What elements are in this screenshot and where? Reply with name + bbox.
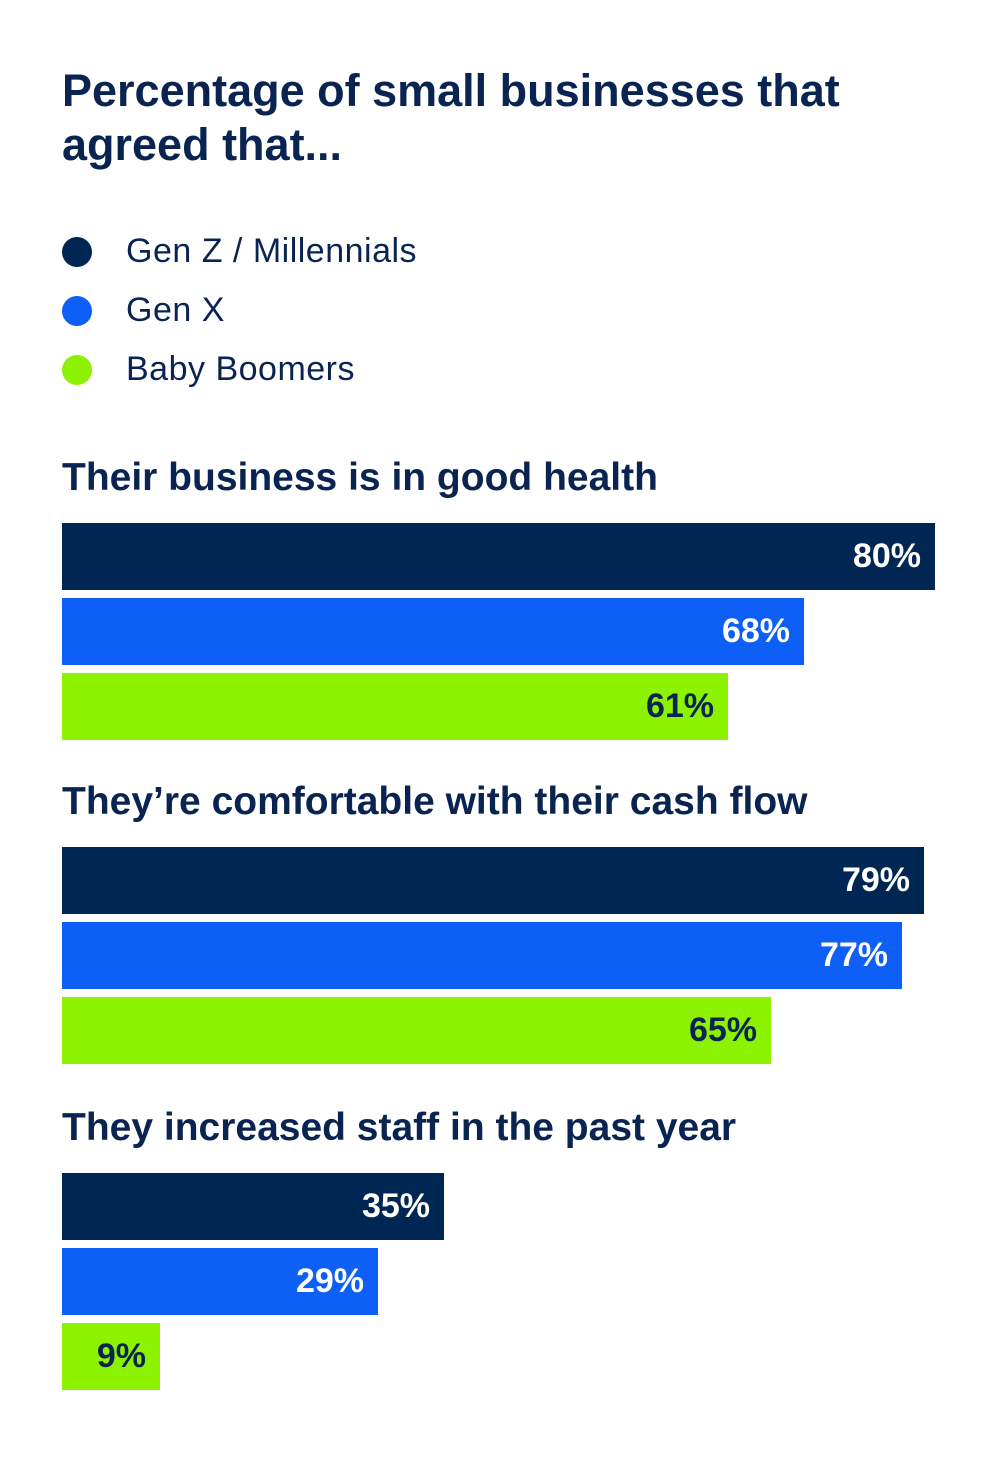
chart-title: Percentage of small businesses that agre… bbox=[62, 65, 840, 170]
group-heading-1: Their business is in good health bbox=[62, 456, 658, 499]
bar-value-label: 35% bbox=[361, 1187, 430, 1225]
legend-label-gen-z-millennials: Gen Z / Millennials bbox=[126, 232, 418, 270]
legend-swatch-baby-boomers bbox=[62, 354, 92, 385]
legend-item-baby-boomers: Baby Boomers bbox=[62, 340, 417, 399]
bar-baby-boomers-group-1: 61% bbox=[62, 673, 728, 740]
bar-value-label: 79% bbox=[841, 861, 910, 899]
legend-item-gen-z-millennials: Gen Z / Millennials bbox=[62, 222, 417, 281]
legend: Gen Z / Millennials Gen X Baby Boomers bbox=[62, 222, 417, 399]
bar-value-label: 65% bbox=[688, 1011, 757, 1049]
group-heading-3: They increased staff in the past year bbox=[62, 1106, 737, 1149]
legend-label-baby-boomers: Baby Boomers bbox=[126, 350, 355, 388]
bar-value-label: 9% bbox=[96, 1337, 146, 1375]
legend-swatch-gen-z-millennials bbox=[62, 236, 92, 267]
bar-gen-z-millennials-group-2: 79% bbox=[62, 847, 924, 914]
bar-gen-x-group-1: 68% bbox=[62, 598, 804, 665]
bar-gen-x-group-3: 29% bbox=[62, 1248, 378, 1315]
bar-baby-boomers-group-2: 65% bbox=[62, 997, 771, 1064]
legend-item-gen-x: Gen X bbox=[62, 281, 417, 340]
group-heading-2: They’re comfortable with their cash flow bbox=[62, 780, 808, 823]
bar-baby-boomers-group-3: 9% bbox=[62, 1323, 160, 1390]
bar-value-label: 68% bbox=[721, 612, 790, 650]
bar-gen-z-millennials-group-1: 80% bbox=[62, 523, 935, 590]
legend-swatch-gen-x bbox=[62, 295, 92, 326]
bar-value-label: 61% bbox=[645, 687, 714, 725]
bar-value-label: 77% bbox=[819, 936, 888, 974]
legend-label-gen-x: Gen X bbox=[126, 291, 225, 329]
bar-value-label: 29% bbox=[295, 1262, 364, 1300]
bar-gen-x-group-2: 77% bbox=[62, 922, 902, 989]
bar-gen-z-millennials-group-3: 35% bbox=[62, 1173, 444, 1240]
bar-value-label: 80% bbox=[852, 537, 921, 575]
